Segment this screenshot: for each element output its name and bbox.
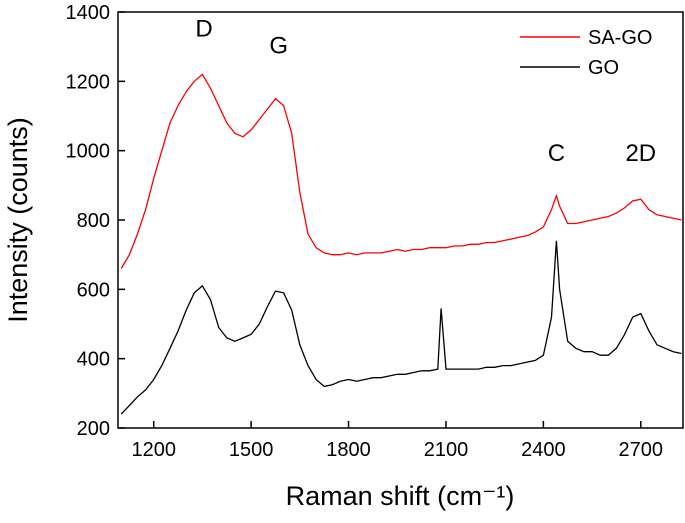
plot-frame xyxy=(117,11,684,429)
y-tick-label: 600 xyxy=(77,279,110,301)
data-line xyxy=(120,240,682,415)
y-axis-label: Intensity (counts) xyxy=(3,117,33,323)
x-axis-label: Raman shift (cm⁻¹) xyxy=(286,481,515,511)
x-tick-label: 1800 xyxy=(326,439,371,461)
peak-label: 2D xyxy=(625,140,656,167)
peak-label: C xyxy=(548,140,565,167)
legend-label: GO xyxy=(588,57,619,79)
y-tick-label: 400 xyxy=(77,349,110,371)
x-tick-label: 2400 xyxy=(521,439,566,461)
legend-label: SA-GO xyxy=(588,27,652,49)
y-tick-label: 1000 xyxy=(66,141,111,163)
x-tick-label: 1500 xyxy=(229,439,274,461)
x-tick-label: 2100 xyxy=(424,439,469,461)
peak-label: D xyxy=(195,15,212,42)
y-tick-label: 1200 xyxy=(66,71,111,93)
x-tick-label: 1200 xyxy=(131,439,176,461)
y-tick-label: 1400 xyxy=(66,2,111,24)
data-line xyxy=(120,73,682,269)
y-tick-label: 800 xyxy=(77,210,110,232)
peak-label: G xyxy=(269,33,288,60)
x-tick-label: 2700 xyxy=(619,439,664,461)
y-tick-label: 200 xyxy=(77,418,110,440)
